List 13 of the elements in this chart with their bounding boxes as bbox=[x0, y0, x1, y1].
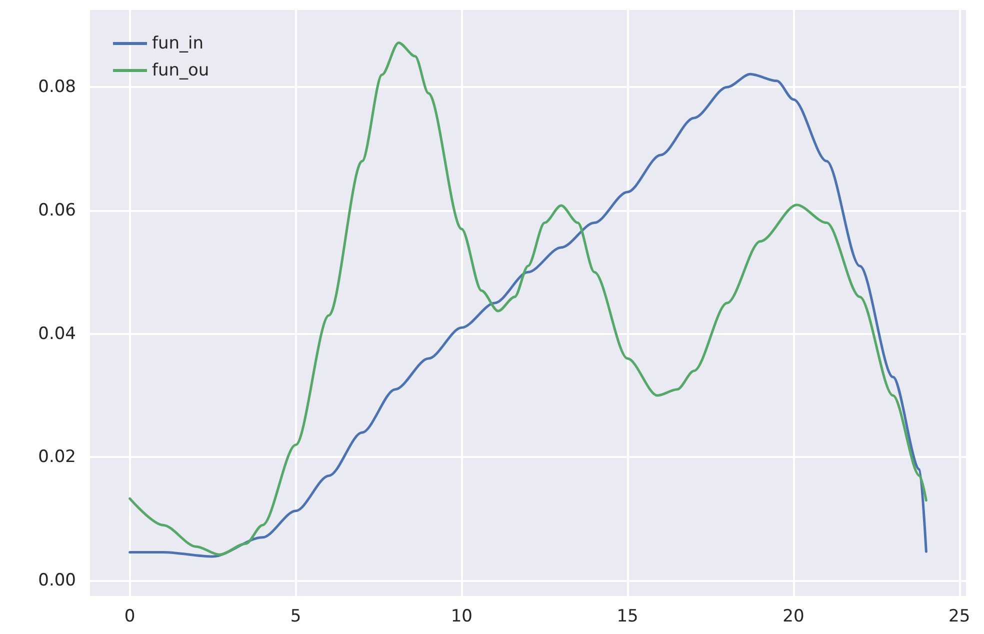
x-tick-label: 15 bbox=[616, 606, 638, 626]
y-tick-label: 0.08 bbox=[38, 77, 76, 98]
y-tick-label: 0.06 bbox=[38, 200, 76, 220]
x-tick-label: 0 bbox=[124, 606, 136, 626]
x-tick-label: 10 bbox=[450, 606, 472, 626]
y-tick-label: 0.02 bbox=[38, 447, 76, 468]
x-tick-label: 25 bbox=[948, 606, 970, 626]
x-tick-label: 20 bbox=[782, 606, 804, 626]
y-tick-label: 0.04 bbox=[38, 324, 76, 344]
x-tick-label: 5 bbox=[290, 606, 302, 626]
y-tick-label: 0.00 bbox=[38, 570, 76, 591]
legend-label: fun_in bbox=[152, 34, 204, 54]
legend-label: fun_ou bbox=[152, 60, 210, 80]
